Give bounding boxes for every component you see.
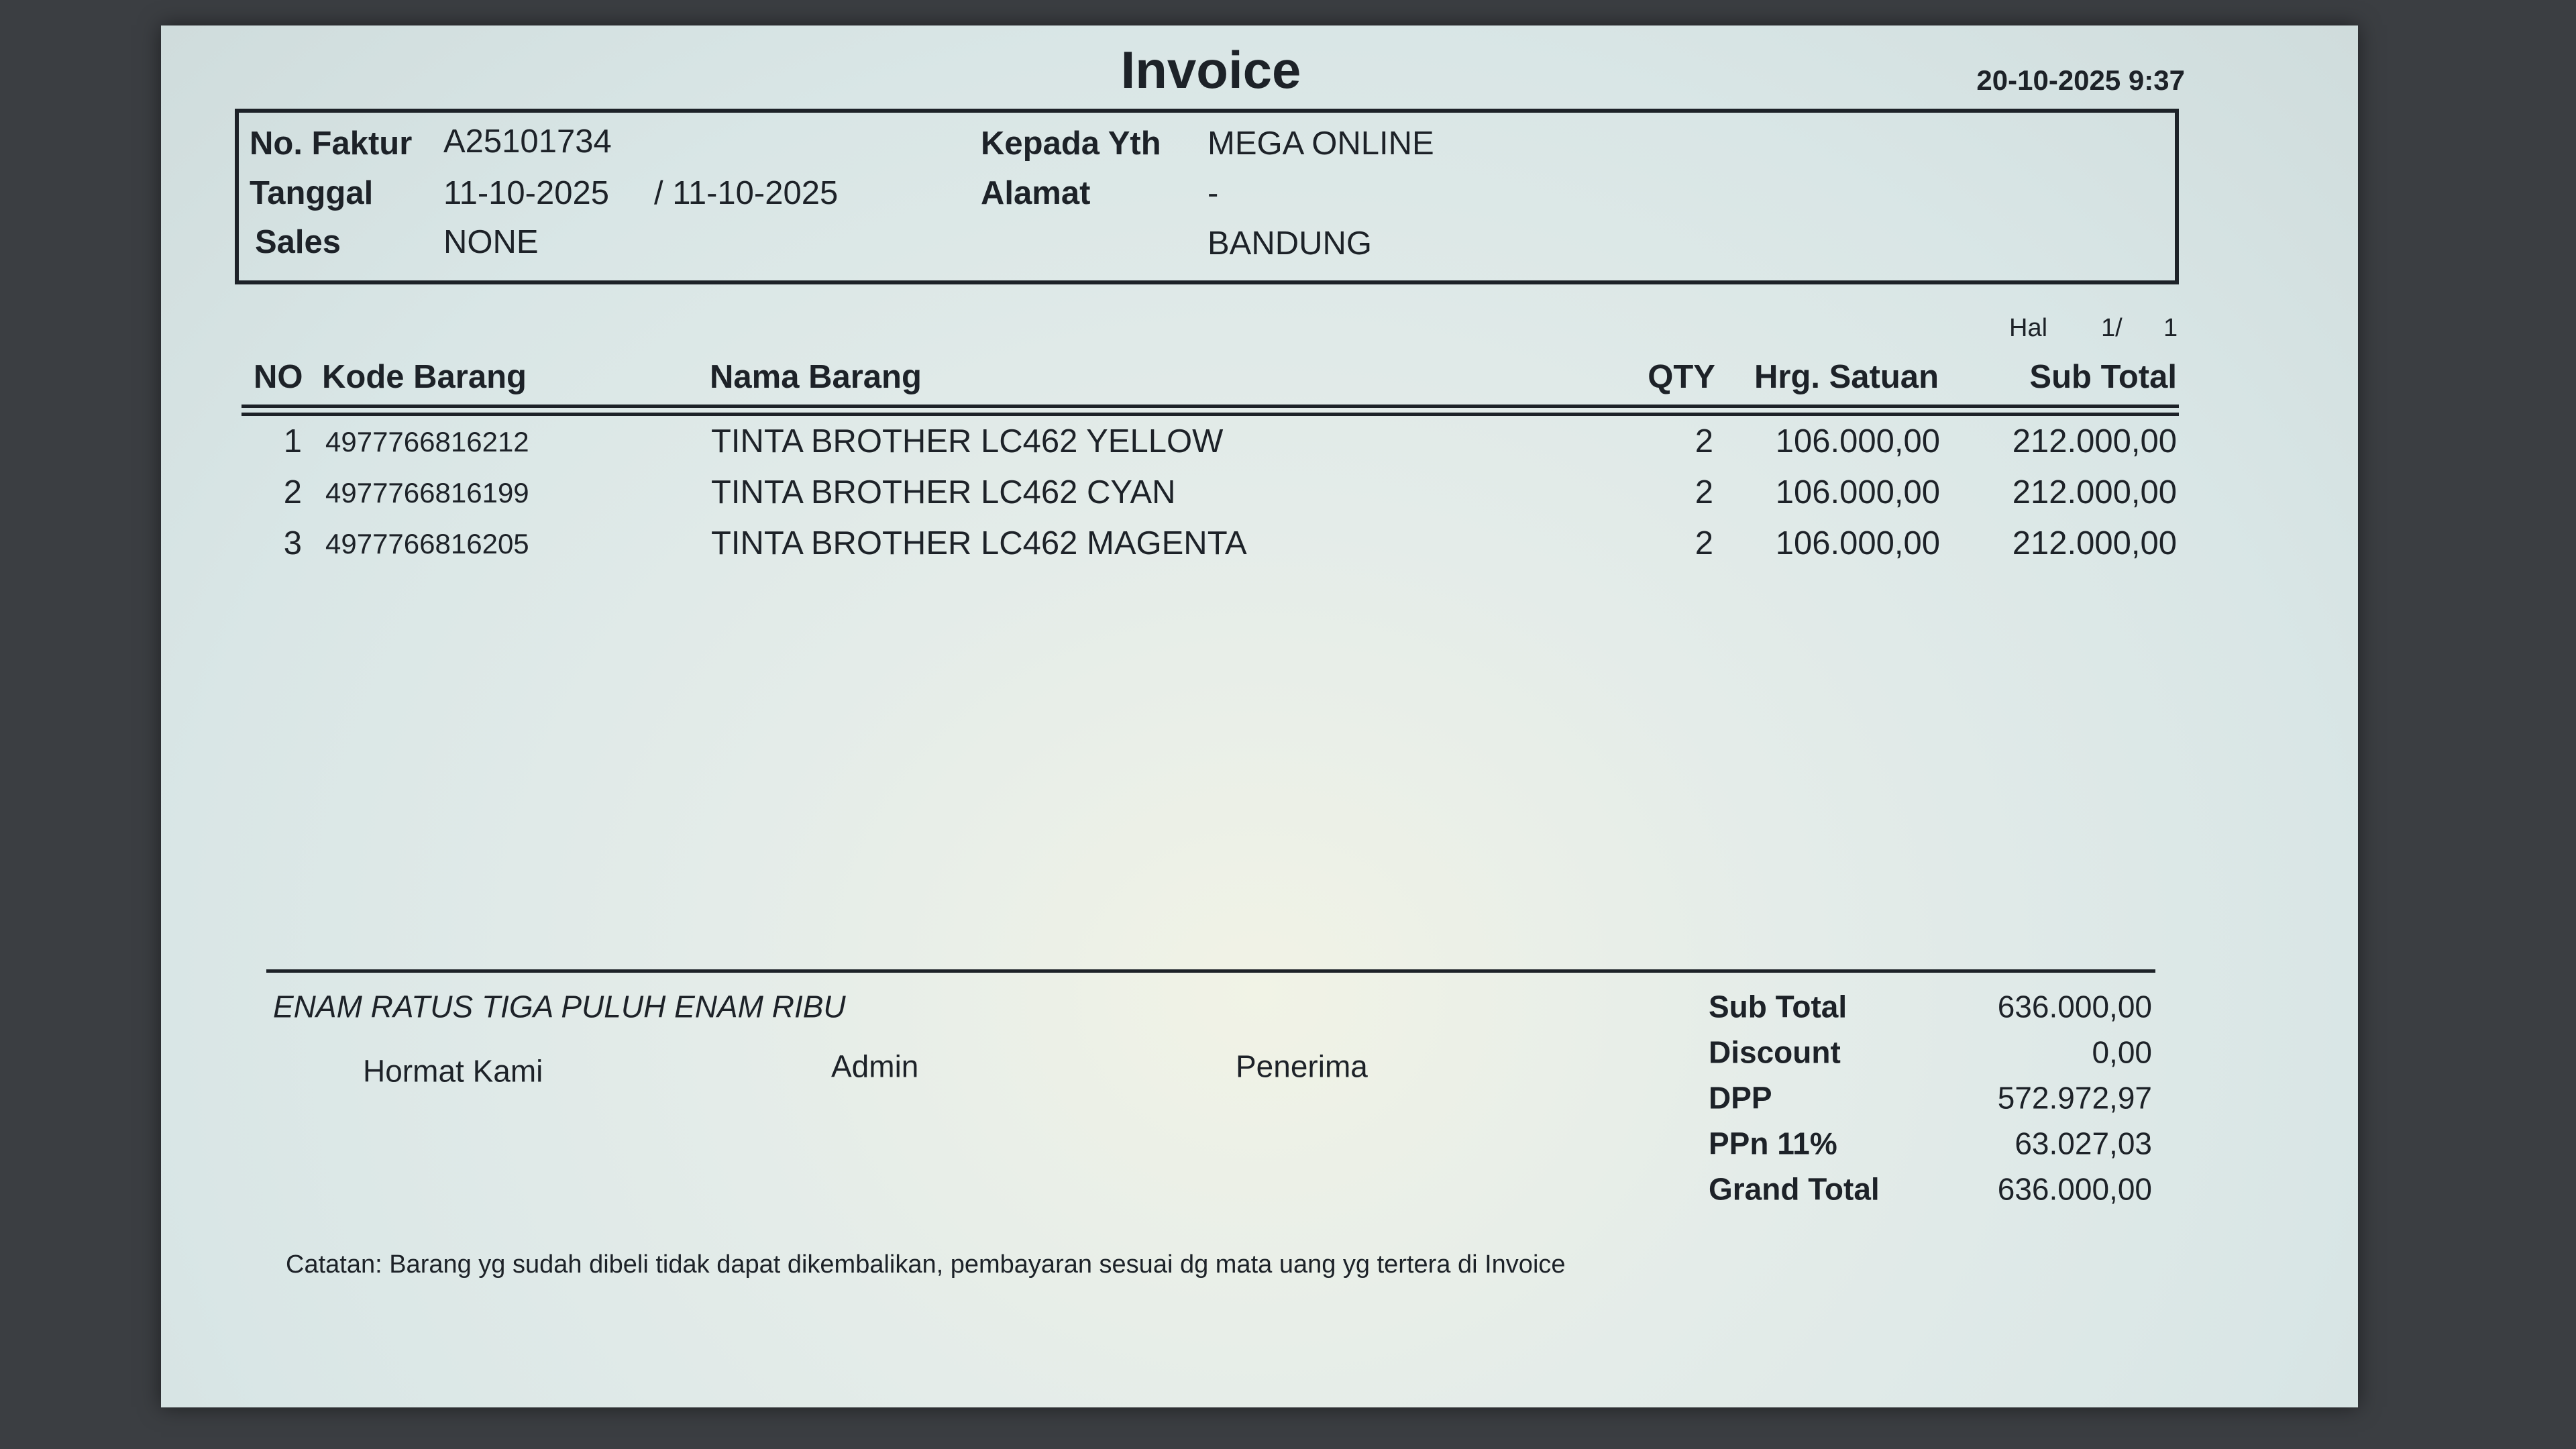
cell-no: 2 bbox=[283, 474, 302, 511]
printed-datetime: 20-10-2025 9:37 bbox=[1976, 64, 2185, 96]
total-value: 0,00 bbox=[2092, 1034, 2152, 1070]
page-label: Hal bbox=[2009, 314, 2048, 343]
total-label: Sub Total bbox=[1709, 989, 1847, 1024]
cell-harga: 106.000,00 bbox=[1775, 474, 1940, 511]
col-qty: QTY bbox=[1648, 359, 1715, 396]
cell-qty: 2 bbox=[1695, 474, 1713, 511]
no-faktur-value: A25101734 bbox=[443, 123, 612, 160]
page-current: 1/ bbox=[2101, 314, 2123, 343]
total-label: Discount bbox=[1709, 1034, 1841, 1070]
cell-harga: 106.000,00 bbox=[1775, 423, 1940, 460]
invoice-paper bbox=[161, 25, 2358, 1407]
terbilang: ENAM RATUS TIGA PULUH ENAM RIBU bbox=[273, 989, 846, 1024]
header-box bbox=[235, 109, 2179, 284]
footer-divider bbox=[266, 969, 2155, 973]
sales-label: Sales bbox=[255, 224, 341, 261]
col-harga: Hrg. Satuan bbox=[1754, 359, 1939, 396]
cell-nama: TINTA BROTHER LC462 CYAN bbox=[711, 474, 1176, 511]
alamat-value: - bbox=[1208, 175, 1219, 212]
col-subtotal: Sub Total bbox=[2029, 359, 2177, 396]
page-total: 1 bbox=[2163, 314, 2178, 343]
cell-harga: 106.000,00 bbox=[1775, 525, 1940, 562]
cell-qty: 2 bbox=[1695, 525, 1713, 562]
col-no: NO bbox=[254, 359, 303, 396]
alamat-label: Alamat bbox=[981, 175, 1091, 212]
col-nama: Nama Barang bbox=[710, 359, 922, 396]
cell-no: 3 bbox=[283, 525, 302, 562]
cell-kode: 4977766816212 bbox=[325, 425, 529, 458]
cell-subtotal: 212.000,00 bbox=[2012, 474, 2177, 511]
cell-subtotal: 212.000,00 bbox=[2012, 423, 2177, 460]
catatan: Catatan: Barang yg sudah dibeli tidak da… bbox=[286, 1250, 1566, 1279]
total-value: 636.000,00 bbox=[1997, 1171, 2152, 1207]
cell-subtotal: 212.000,00 bbox=[2012, 525, 2177, 562]
total-label: DPP bbox=[1709, 1080, 1772, 1116]
total-value: 63.027,03 bbox=[2015, 1126, 2152, 1161]
kepada-value: MEGA ONLINE bbox=[1208, 125, 1434, 162]
header-divider bbox=[241, 405, 2179, 408]
cell-kode: 4977766816205 bbox=[325, 527, 529, 559]
cell-qty: 2 bbox=[1695, 423, 1713, 460]
kota-value: BANDUNG bbox=[1208, 225, 1373, 262]
signature-hormat: Hormat Kami bbox=[363, 1053, 543, 1089]
tanggal-value: 11-10-2025 bbox=[443, 175, 610, 212]
tanggal2-value: / 11-10-2025 bbox=[654, 175, 839, 212]
no-faktur-label: No. Faktur bbox=[250, 125, 413, 162]
cell-nama: TINTA BROTHER LC462 MAGENTA bbox=[711, 525, 1247, 562]
total-value: 636.000,00 bbox=[1997, 989, 2152, 1024]
header-divider bbox=[241, 413, 2179, 416]
kepada-label: Kepada Yth bbox=[981, 125, 1161, 162]
cell-kode: 4977766816199 bbox=[325, 476, 529, 508]
total-label: PPn 11% bbox=[1709, 1126, 1837, 1161]
col-kode: Kode Barang bbox=[322, 359, 527, 396]
sales-value: NONE bbox=[443, 224, 539, 261]
invoice-title: Invoice bbox=[1120, 40, 1301, 100]
total-value: 572.972,97 bbox=[1997, 1080, 2152, 1116]
signature-admin: Admin bbox=[831, 1049, 919, 1084]
total-label: Grand Total bbox=[1709, 1171, 1880, 1207]
cell-nama: TINTA BROTHER LC462 YELLOW bbox=[711, 423, 1224, 460]
tanggal-label: Tanggal bbox=[250, 175, 374, 212]
signature-penerima: Penerima bbox=[1236, 1049, 1368, 1084]
cell-no: 1 bbox=[283, 423, 302, 460]
